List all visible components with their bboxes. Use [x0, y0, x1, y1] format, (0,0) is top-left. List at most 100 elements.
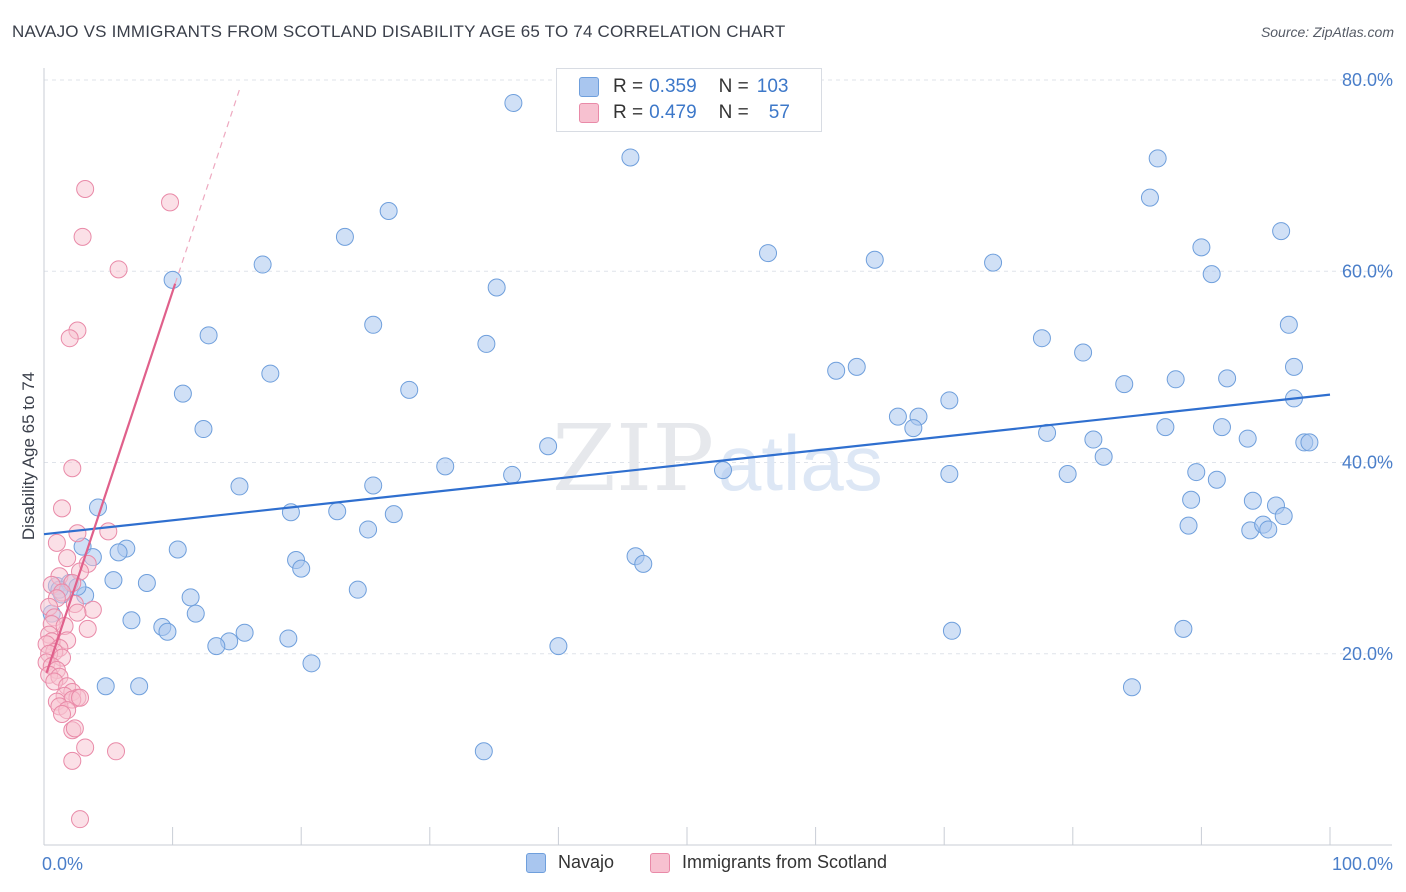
- legend-swatch-navajo: [579, 77, 599, 97]
- navajo-point: [1115, 375, 1134, 394]
- navajo-point: [1032, 329, 1051, 348]
- scotland-trend-line: [45, 283, 177, 674]
- navajo-point: [1218, 369, 1237, 388]
- scotland-point: [53, 704, 72, 723]
- legend-n-label: N =: [718, 102, 749, 123]
- navajo-point: [181, 588, 200, 607]
- x-ticks: [172, 827, 1331, 845]
- navajo-point: [186, 604, 205, 623]
- y-tick-label: 60.0%: [1342, 261, 1393, 281]
- y-tick-label: 40.0%: [1342, 453, 1393, 473]
- navajo-trend-line: [43, 393, 1331, 536]
- navajo-point: [1156, 418, 1175, 437]
- scotland-point: [73, 227, 92, 246]
- legend-label-navajo: Navajo: [558, 852, 615, 872]
- navajo-point: [487, 278, 506, 297]
- navajo-point: [503, 465, 522, 484]
- navajo-point: [1259, 520, 1278, 539]
- watermark-zip: ZIP: [552, 405, 714, 512]
- legend-r-value: 0.479: [649, 102, 697, 123]
- navajo-point: [302, 654, 321, 673]
- scotland-point: [63, 459, 82, 478]
- navajo-point: [865, 250, 884, 269]
- y-tick-labels: 20.0% 40.0% 60.0% 80.0%: [1342, 70, 1393, 664]
- scotland-point: [76, 180, 95, 199]
- scotland-points: [37, 180, 180, 829]
- navajo-point: [194, 420, 213, 439]
- navajo-point: [130, 677, 149, 696]
- navajo-point: [1174, 619, 1193, 638]
- navajo-point: [109, 543, 128, 562]
- scotland-point: [47, 533, 66, 552]
- navajo-point: [199, 326, 218, 345]
- navajo-point: [379, 202, 398, 221]
- scotland-point: [161, 193, 180, 212]
- scotland-point: [99, 522, 118, 541]
- navajo-point: [96, 677, 115, 696]
- legend-r-label: R =: [613, 76, 644, 97]
- navajo-point: [477, 334, 496, 353]
- x-tick-label-min: 0.0%: [42, 854, 83, 874]
- navajo-point: [504, 93, 523, 112]
- scotland-point: [58, 549, 77, 568]
- navajo-point: [942, 621, 961, 640]
- navajo-point: [253, 255, 272, 274]
- navajo-point: [940, 464, 959, 483]
- navajo-point: [1058, 464, 1077, 483]
- y-tick-label: 20.0%: [1342, 644, 1393, 664]
- scotland-point: [71, 810, 90, 829]
- navajo-point: [549, 637, 568, 656]
- y-tick-label: 80.0%: [1342, 70, 1393, 90]
- navajo-point: [104, 571, 123, 590]
- navajo-point: [1272, 222, 1291, 241]
- navajo-point: [261, 364, 280, 383]
- navajo-point: [137, 573, 156, 592]
- navajo-point: [292, 559, 311, 578]
- navajo-point: [634, 554, 653, 573]
- navajo-point: [1122, 678, 1141, 697]
- legend-item-navajo: Navajo: [526, 852, 614, 873]
- navajo-point: [1238, 429, 1257, 448]
- scotland-point: [68, 524, 87, 543]
- y-axis-label: Disability Age 65 to 74: [19, 372, 38, 540]
- navajo-point: [904, 419, 923, 438]
- legend-swatch-navajo: [526, 852, 546, 873]
- navajo-point: [400, 380, 419, 399]
- navajo-point: [621, 148, 640, 167]
- scotland-point: [78, 619, 97, 638]
- scotland-point: [63, 751, 82, 770]
- legend-label-scotland: Immigrants from Scotland: [682, 852, 888, 872]
- navajo-point: [1140, 188, 1159, 207]
- navajo-point: [1182, 490, 1201, 509]
- navajo-point: [384, 505, 403, 524]
- scotland-point: [83, 600, 102, 619]
- legend-swatch-scotland: [650, 852, 670, 873]
- navajo-point: [279, 629, 298, 648]
- legend-item-scotland: Immigrants from Scotland: [650, 852, 887, 873]
- scotland-point: [65, 719, 84, 738]
- legend-n-value: 103: [756, 76, 789, 97]
- correlation-legend: R = 0.359 N = 103 R = 0.479 N = 57: [556, 68, 822, 132]
- legend-n-label: N =: [718, 76, 749, 97]
- legend-swatch-scotland: [579, 103, 599, 123]
- navajo-point: [539, 437, 558, 456]
- scotland-point: [60, 329, 79, 348]
- navajo-point: [1179, 516, 1198, 535]
- chart-title: NAVAJO VS IMMIGRANTS FROM SCOTLAND DISAB…: [12, 22, 786, 41]
- trend-lines: [43, 85, 1331, 674]
- navajo-point: [364, 315, 383, 334]
- navajo-point: [364, 476, 383, 495]
- navajo-point: [230, 477, 249, 496]
- navajo-point: [436, 457, 455, 476]
- navajo-point: [1084, 430, 1103, 449]
- scotland-point: [107, 742, 126, 761]
- navajo-point: [335, 227, 354, 246]
- navajo-point: [1279, 315, 1298, 334]
- navajo-point: [847, 357, 866, 376]
- legend-r-value: 0.359: [649, 76, 697, 97]
- scotland-point: [76, 738, 95, 757]
- scotland-point: [109, 260, 128, 279]
- navajo-point: [984, 253, 1003, 272]
- navajo-point: [714, 461, 733, 480]
